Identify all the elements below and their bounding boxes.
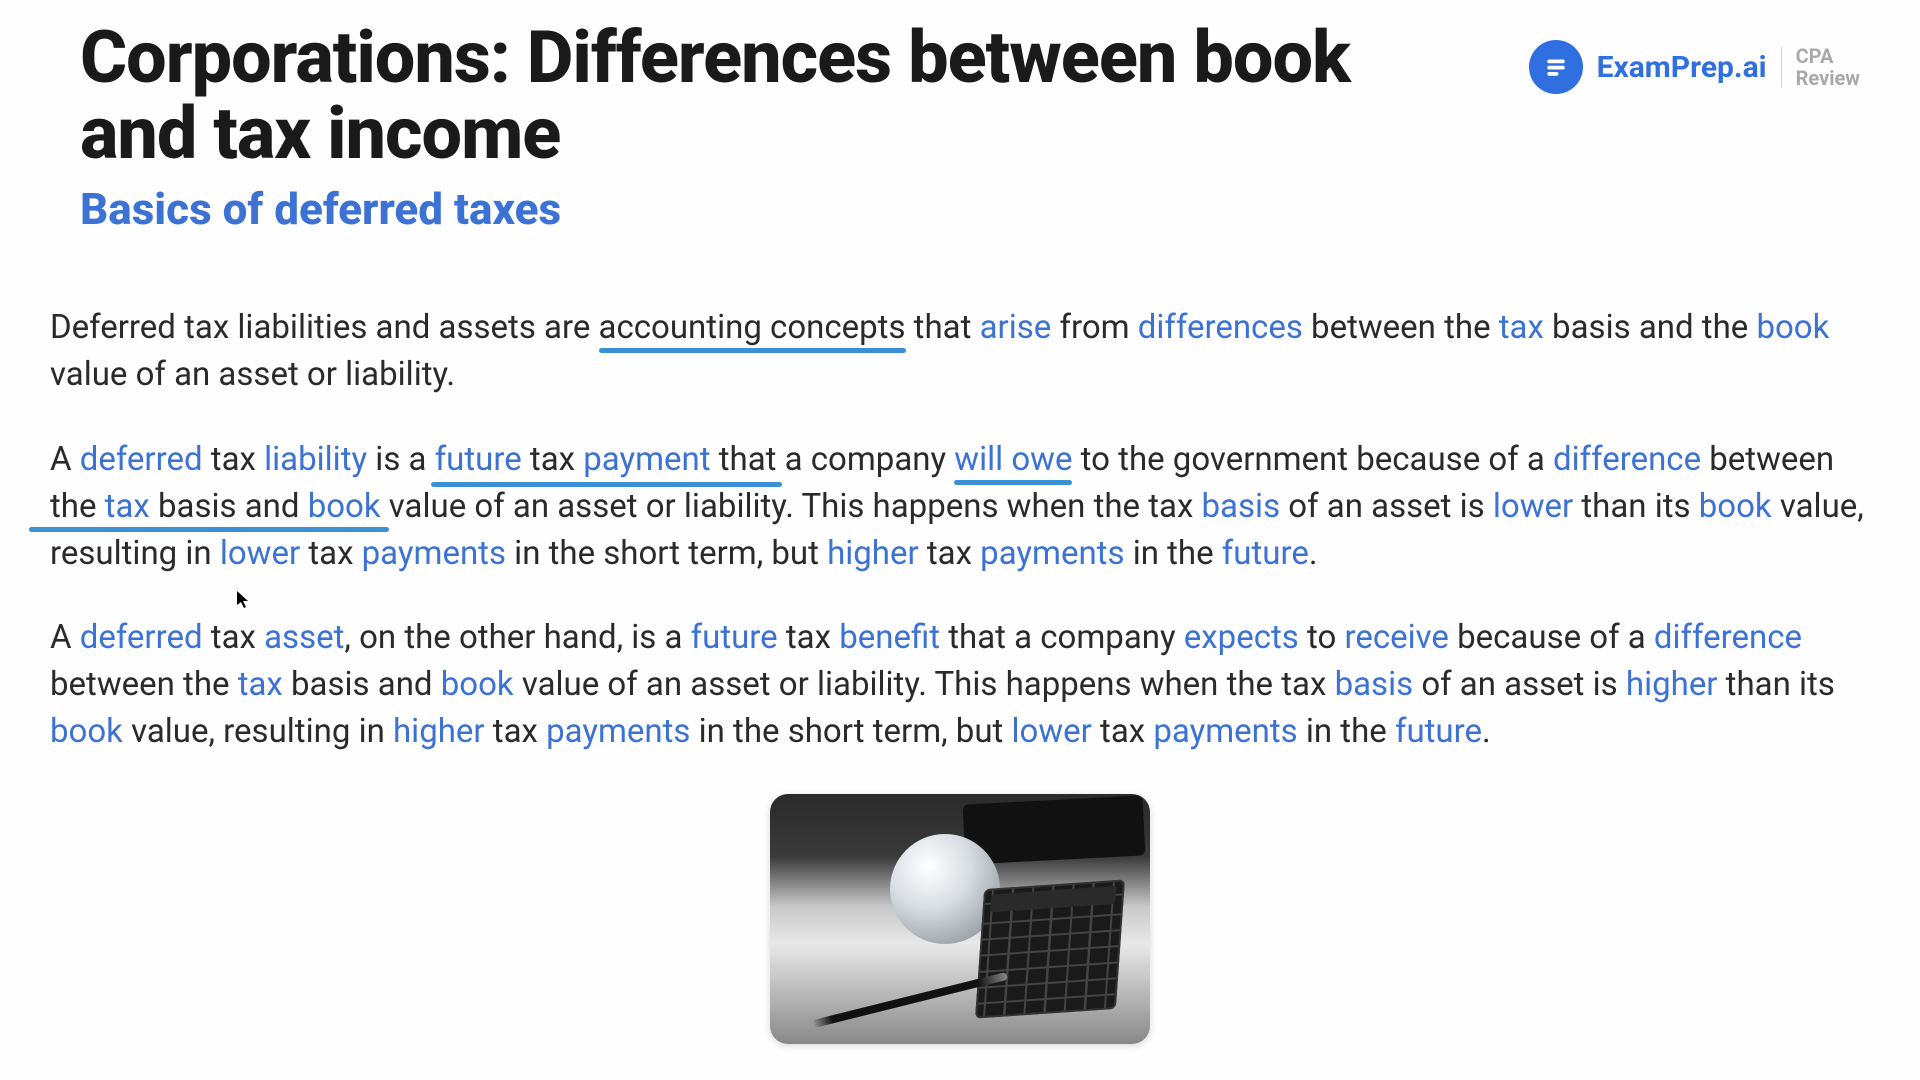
title-block: Corporations: Differences between book a… [80,20,1480,235]
paragraph-3: A deferred tax asset, on the other hand,… [50,615,1870,756]
logo-tagline: CPA Review [1796,45,1860,89]
cursor-icon [236,590,250,610]
logo-tag-line1: CPA [1796,45,1860,67]
annotation-underline [29,527,389,532]
paragraph-2: A deferred tax liability is a future tax… [50,437,1870,578]
paragraph-1: Deferred tax liabilities and assets are … [50,305,1870,399]
annotation-underline [599,348,906,353]
content-body: Deferred tax liabilities and assets are … [0,235,1920,1044]
brand-logo: ExamPrep.ai CPA Review [1529,20,1860,94]
page-title: Corporations: Differences between book a… [80,20,1480,171]
laptop-icon [963,795,1146,864]
annotation-underline [954,480,1072,485]
logo-tag-line2: Review [1796,67,1860,89]
header: Corporations: Differences between book a… [0,0,1920,235]
logo-badge-icon [1529,40,1583,94]
illustration-image [770,794,1150,1044]
logo-brand-text: ExamPrep.ai [1597,50,1767,85]
calculator-icon [975,879,1125,1018]
logo-divider [1781,47,1782,87]
page-subtitle: Basics of deferred taxes [80,183,1480,235]
